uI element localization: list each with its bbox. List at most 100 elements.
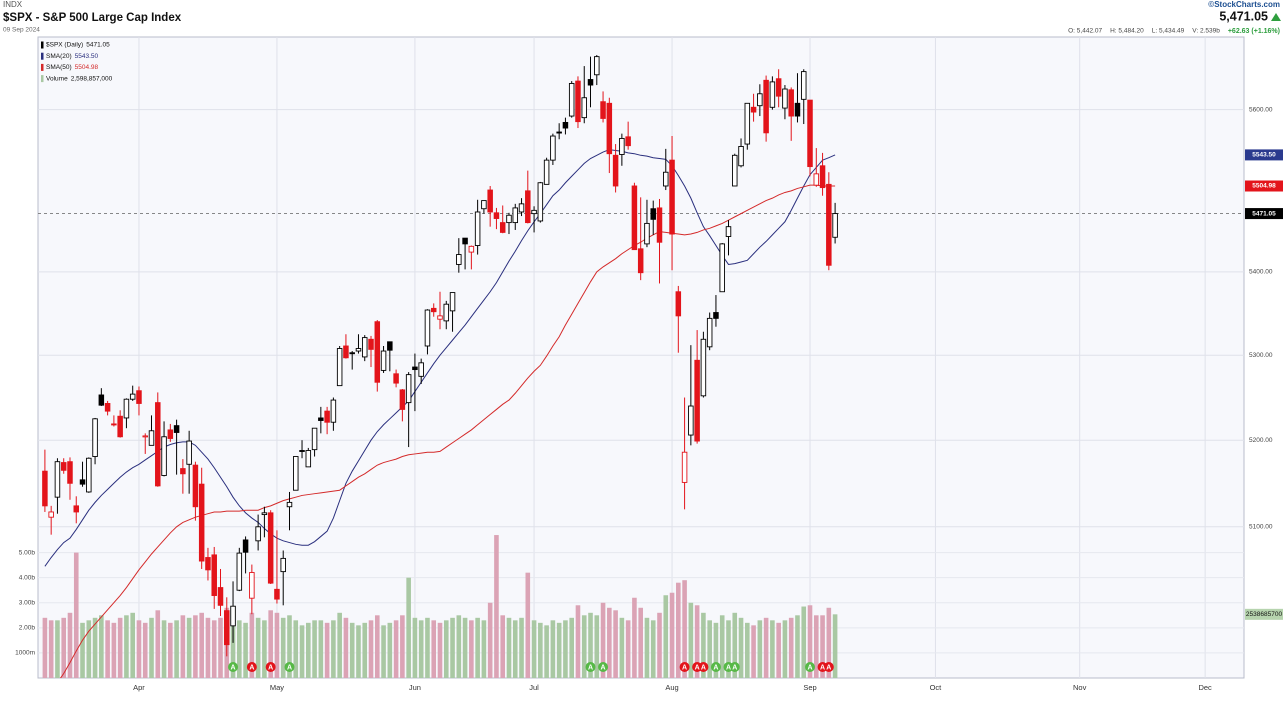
- volume-bar: [682, 580, 687, 678]
- x-tick-label: Dec: [1198, 683, 1212, 692]
- candle-body: [180, 468, 186, 475]
- last-price: 5,471.05: [1219, 9, 1268, 23]
- candle-body: [117, 415, 123, 438]
- volume-bar: [262, 620, 267, 678]
- x-tick-label: Aug: [665, 683, 678, 692]
- candle-body: [562, 121, 569, 129]
- volume-bar: [293, 620, 299, 678]
- candle-body: [142, 435, 148, 438]
- candle-body: [217, 587, 224, 606]
- candle-body: [405, 374, 412, 404]
- candle-body: [537, 182, 544, 222]
- event-label: A: [601, 664, 606, 671]
- volume-bar: [42, 617, 48, 678]
- volume-bar: [519, 617, 524, 678]
- volume-bar: [801, 606, 807, 678]
- candle-body: [688, 405, 694, 436]
- volume-bar: [431, 620, 437, 678]
- volume-bar: [61, 617, 67, 678]
- volume-bar: [149, 617, 154, 678]
- candle-body: [612, 154, 619, 187]
- volume-bar: [531, 620, 537, 678]
- volume-bar: [305, 622, 311, 678]
- candle-body: [656, 207, 663, 243]
- candle-body: [744, 102, 751, 145]
- legend-swatch: [41, 75, 44, 83]
- volume-bar: [324, 622, 330, 678]
- volume-bar: [274, 612, 280, 678]
- change: +62.63 (+1.16%): [1228, 28, 1280, 35]
- volume-bar: [556, 622, 562, 678]
- volume-bar: [387, 622, 393, 678]
- volume-bar: [287, 615, 292, 678]
- candle-body: [343, 345, 349, 359]
- plot-area: [37, 36, 1245, 679]
- volume-bar: [255, 617, 261, 678]
- volume-bar: [456, 615, 462, 678]
- event-label: A: [820, 664, 825, 671]
- stat: O: 5,442.07: [1068, 28, 1102, 35]
- volume-bar: [99, 615, 104, 678]
- volume-bar: [713, 622, 719, 678]
- x-tick-label: Oct: [930, 683, 943, 692]
- event-label: A: [249, 664, 254, 671]
- volume-bar: [418, 620, 424, 678]
- event-label: A: [682, 664, 687, 671]
- volume-bar: [732, 612, 738, 678]
- volume-bar: [795, 615, 800, 678]
- candle-body: [775, 78, 782, 97]
- candle-body: [788, 89, 794, 117]
- volume-bar: [807, 605, 813, 678]
- volume-bar: [186, 617, 192, 678]
- event-marker: [729, 662, 740, 672]
- volume-bar: [180, 615, 186, 678]
- volume-bar: [481, 620, 487, 678]
- volume-bar: [563, 620, 568, 678]
- event-marker: [805, 662, 816, 672]
- candle-body: [192, 464, 199, 508]
- candle-body: [155, 402, 161, 487]
- volume-bar: [343, 617, 349, 678]
- volume-bar: [676, 582, 681, 678]
- candle-body: [763, 79, 769, 134]
- candle-body: [418, 362, 424, 377]
- candle-body: [324, 410, 330, 423]
- volume-bar: [625, 620, 631, 678]
- volume-bar: [374, 615, 380, 678]
- candle-body: [67, 461, 73, 484]
- volume-bar: [550, 620, 556, 678]
- volume-bar: [832, 614, 838, 678]
- value-marker: [1245, 149, 1283, 161]
- candle-body: [794, 102, 801, 117]
- candle-body: [86, 457, 92, 493]
- candle-body: [782, 88, 788, 109]
- candle-body: [261, 512, 268, 516]
- volume-bar: [243, 622, 248, 678]
- volume-bar: [48, 620, 54, 678]
- volume-bar: [437, 622, 443, 678]
- candle-body: [293, 456, 299, 491]
- volume-bar: [820, 615, 825, 678]
- volume-bar: [613, 610, 618, 678]
- candle-body: [600, 101, 606, 119]
- value-marker-label: 5504.98: [1252, 183, 1276, 190]
- candle-body: [531, 209, 537, 215]
- candle-body: [725, 226, 732, 237]
- volume-bar: [707, 620, 712, 678]
- volume-bar: [512, 620, 518, 678]
- candle-body: [424, 309, 431, 347]
- volume-bar: [462, 617, 468, 678]
- candle-body: [161, 436, 167, 476]
- candle-body: [111, 423, 117, 426]
- volume-bar: [111, 622, 117, 678]
- volume-bar: [506, 617, 512, 678]
- candle-body: [311, 427, 318, 451]
- candle-body: [374, 321, 381, 383]
- volume-marker: [1245, 608, 1283, 620]
- volume-marker-label: 2538685700: [1246, 611, 1283, 618]
- volume-bar: [80, 622, 85, 678]
- candle-body: [230, 605, 236, 627]
- volume-bar: [544, 625, 549, 678]
- volume-bar: [688, 602, 694, 678]
